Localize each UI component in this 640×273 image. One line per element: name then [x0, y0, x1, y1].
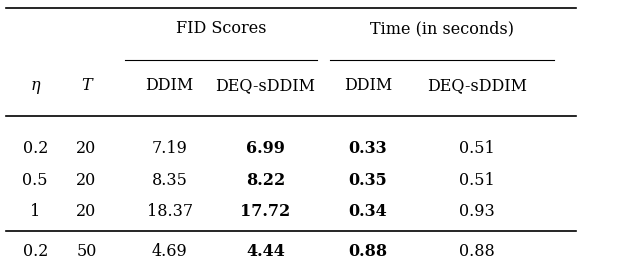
Text: Time (in seconds): Time (in seconds)	[370, 20, 513, 37]
Text: 6.99: 6.99	[246, 140, 285, 157]
Text: η: η	[30, 78, 40, 94]
Text: 17.72: 17.72	[241, 203, 291, 220]
Text: 0.5: 0.5	[22, 172, 48, 189]
Text: 8.22: 8.22	[246, 172, 285, 189]
Text: DDIM: DDIM	[145, 78, 194, 94]
Text: 0.2: 0.2	[22, 243, 48, 260]
Text: 20: 20	[76, 203, 97, 220]
Text: 7.19: 7.19	[152, 140, 188, 157]
Text: 0.2: 0.2	[22, 140, 48, 157]
Text: 1: 1	[30, 203, 40, 220]
Text: 0.88: 0.88	[348, 243, 388, 260]
Text: DDIM: DDIM	[344, 78, 392, 94]
Text: 0.88: 0.88	[459, 243, 495, 260]
Text: DEQ-sDDIM: DEQ-sDDIM	[216, 78, 316, 94]
Text: 4.44: 4.44	[246, 243, 285, 260]
Text: 20: 20	[76, 140, 97, 157]
Text: 20: 20	[76, 172, 97, 189]
Text: 0.51: 0.51	[459, 172, 495, 189]
Text: 0.34: 0.34	[349, 203, 387, 220]
Text: 0.51: 0.51	[459, 140, 495, 157]
Text: 0.35: 0.35	[349, 172, 387, 189]
Text: 4.69: 4.69	[152, 243, 188, 260]
Text: 0.33: 0.33	[349, 140, 387, 157]
Text: 50: 50	[76, 243, 97, 260]
Text: T: T	[81, 78, 92, 94]
Text: 8.35: 8.35	[152, 172, 188, 189]
Text: DEQ-sDDIM: DEQ-sDDIM	[427, 78, 527, 94]
Text: 0.93: 0.93	[459, 203, 495, 220]
Text: 18.37: 18.37	[147, 203, 193, 220]
Text: FID Scores: FID Scores	[175, 20, 266, 37]
